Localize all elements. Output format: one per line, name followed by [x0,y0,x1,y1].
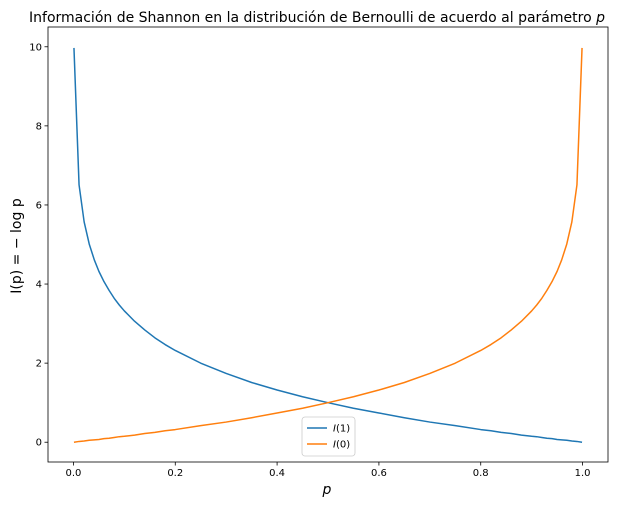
y-tick-label: 4 [36,280,42,291]
x-axis-ticks: 0.0 0.2 0.4 0.6 0.8 1.0 [66,462,591,479]
x-tick-label: 0.6 [371,468,387,479]
x-tick-label: 0.0 [66,468,82,479]
series-line [73,47,583,443]
x-tick-label: 1.0 [575,468,591,479]
y-tick-label: 6 [36,200,42,211]
legend-label: I(1) [333,424,350,435]
x-tick-label: 0.8 [473,468,489,479]
x-tick-label: 0.4 [269,468,285,479]
legend-box [301,416,356,457]
legend: I(1) I(0) [301,416,356,457]
x-axis-label: p [322,482,332,498]
series-layer [73,47,583,443]
y-axis-ticks: 0 2 4 6 8 10 [29,42,48,449]
y-tick-label: 8 [36,121,42,132]
legend-label: I(0) [333,440,350,451]
plot-frame [47,26,609,463]
y-axis-label: I(p) = − log p [9,198,25,294]
chart-title: Información de Shannon en la distribució… [29,10,605,26]
legend-items: I(1) I(0) [307,424,350,451]
y-tick-label: 0 [36,438,42,449]
y-tick-label: 10 [29,42,42,53]
series-line [73,47,583,443]
x-tick-label: 0.2 [167,468,183,479]
y-tick-label: 2 [36,359,42,370]
